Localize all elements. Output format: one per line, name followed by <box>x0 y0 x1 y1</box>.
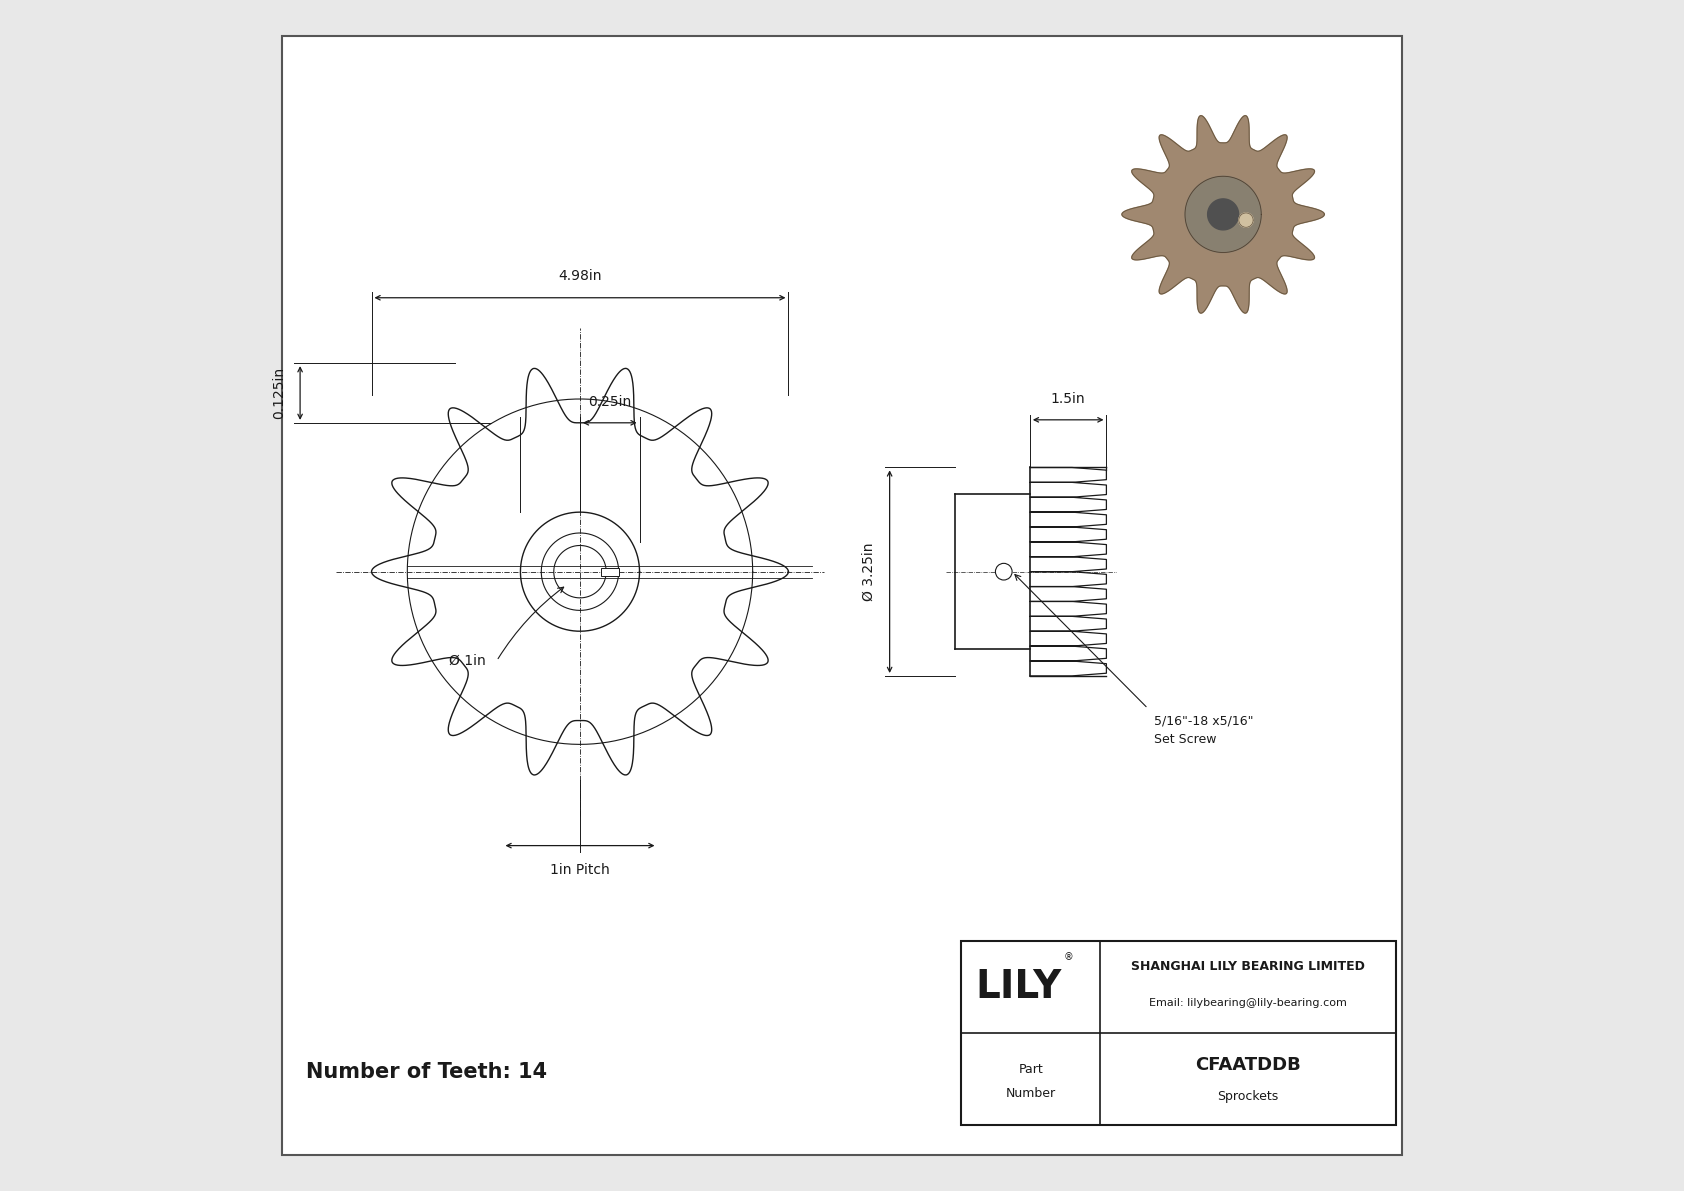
Text: Ø 1in: Ø 1in <box>450 654 485 668</box>
Text: Email: lilybearing@lily-bearing.com: Email: lilybearing@lily-bearing.com <box>1148 998 1347 1008</box>
Text: 5/16"-18 x5/16"
Set Screw: 5/16"-18 x5/16" Set Screw <box>1154 715 1253 746</box>
Polygon shape <box>1186 176 1261 252</box>
Text: 0.125in: 0.125in <box>271 367 286 419</box>
Polygon shape <box>1239 213 1253 227</box>
Text: 1.5in: 1.5in <box>1051 392 1086 405</box>
Text: Number: Number <box>1005 1087 1056 1100</box>
Polygon shape <box>1207 199 1239 230</box>
Text: Number of Teeth: 14: Number of Teeth: 14 <box>306 1062 547 1081</box>
Circle shape <box>995 563 1012 580</box>
Bar <box>962 941 1396 1125</box>
Text: LILY: LILY <box>975 968 1063 1006</box>
Text: 0.25in: 0.25in <box>588 394 632 409</box>
Text: 1in Pitch: 1in Pitch <box>551 863 610 878</box>
Bar <box>601 567 618 575</box>
Text: CFAATDDB: CFAATDDB <box>1196 1056 1300 1074</box>
Text: 4.98in: 4.98in <box>557 269 601 283</box>
Text: SHANGHAI LILY BEARING LIMITED: SHANGHAI LILY BEARING LIMITED <box>1132 960 1366 973</box>
Text: Sprockets: Sprockets <box>1218 1090 1278 1103</box>
Text: Ø 3.25in: Ø 3.25in <box>861 542 876 601</box>
Polygon shape <box>1122 116 1324 313</box>
Text: ®: ® <box>1064 953 1074 962</box>
Text: Part: Part <box>1019 1064 1042 1077</box>
